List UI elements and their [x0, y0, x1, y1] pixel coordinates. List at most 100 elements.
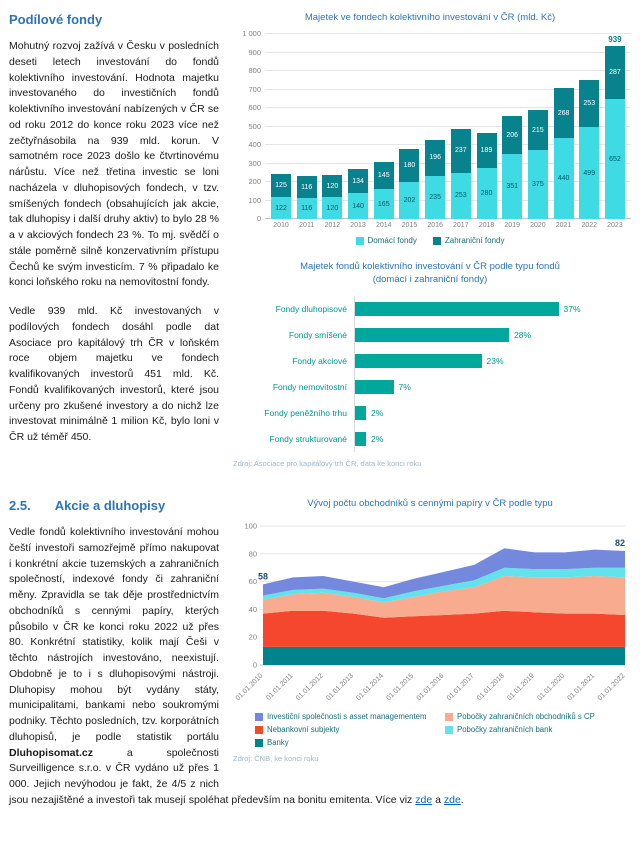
category-label: Fondy peněžního trhu: [264, 408, 347, 419]
y-axis-tick-label: 400: [248, 140, 261, 150]
section-number: 2.5.: [9, 498, 31, 514]
chart-securities-dealers: Vývoj počtu obchodníků s cennými papíry …: [229, 498, 631, 763]
x-axis-tick-label: 01.01.2016: [416, 673, 446, 703]
bar: [355, 354, 482, 369]
segment-zahranicni-fondy: 189: [476, 132, 497, 168]
category-label: Fondy strukturované: [269, 434, 347, 445]
category-label: Fondy akciové: [292, 356, 347, 367]
more-info-text: Více viz: [375, 793, 416, 806]
legend-label: Domácí fondy: [367, 236, 417, 246]
bar-track: 7%: [354, 374, 631, 401]
hbar-row: Fondy nemovitostní 7%: [229, 374, 631, 401]
x-axis-tick-label: 01.01.2013: [325, 673, 355, 703]
legend-item: Nebankovní subjekty: [255, 725, 441, 734]
gridline: [265, 199, 631, 201]
bar-2010: 125 122: [271, 173, 291, 220]
bar-2022: 253 499: [579, 80, 600, 220]
x-axis-tick-label: 2018: [478, 222, 495, 230]
legend-swatch: [445, 725, 453, 734]
x-axis-tick-label: 01.01.2015: [386, 673, 416, 703]
y-axis-tick-label: 0: [256, 214, 261, 224]
charts-column-2: Vývoj počtu obchodníků s cennými papíry …: [229, 498, 631, 779]
paragraph-text: Vedle fondů kolektivního investování moh…: [9, 526, 219, 743]
x-axis-tick-label: 01.01.2021: [567, 673, 597, 703]
segment-domaci-fondy: 280: [476, 167, 497, 220]
y-axis-tick-label: 100: [248, 195, 261, 205]
y-axis-tick-label: 1 000: [242, 29, 261, 39]
y-axis-tick-label: 500: [248, 121, 261, 131]
segment-domaci-fondy: 116: [296, 197, 317, 220]
category-label: Fondy smíšené: [288, 330, 347, 341]
segment-domaci-fondy: 499: [579, 127, 600, 220]
x-axis-tick-label: 2021: [555, 222, 572, 230]
bar: [355, 328, 509, 343]
bar-track: 28%: [354, 322, 631, 349]
x-axis-tick-label: 2023: [607, 222, 623, 230]
chart-subtitle: (domácí i zahraniční fondy): [372, 273, 488, 285]
y-axis-tick-label: 40: [249, 605, 257, 614]
bar-2015: 180 202: [399, 148, 420, 220]
section-heading: Podílové fondy: [9, 12, 103, 27]
chart-title: Majetek fondů kolektivního investování v…: [229, 261, 631, 286]
bar: [355, 432, 366, 447]
x-axis-tick-label: 01.01.2010: [235, 673, 265, 703]
hbar-row: Fondy dluhopisové 37%: [229, 296, 631, 323]
legend-swatch: [355, 236, 364, 245]
legend-item: Investiční společnosti s asset managemen…: [255, 712, 441, 721]
legend-item: Pobočky zahraničních bank: [445, 725, 631, 734]
legend-label: Zahraniční fondy: [444, 236, 505, 246]
x-axis-tick-label: 2022: [581, 222, 598, 230]
legend-item: Domácí fondy: [355, 236, 417, 246]
chart-source: Zdroj: Asociace pro kapitálový trh ČR, d…: [233, 459, 422, 469]
x-axis-tick-label: 01.01.2019: [506, 673, 536, 703]
segment-domaci-fondy: 652: [604, 98, 625, 220]
value-label: 28%: [514, 330, 532, 341]
bar-track: 23%: [354, 348, 631, 375]
segment-domaci-fondy: 235: [425, 175, 446, 220]
bar-2012: 120 120: [322, 174, 343, 220]
hbar-row: Fondy akciové 23%: [229, 348, 631, 375]
legend-label: Pobočky zahraničních obchodníků s CP: [457, 712, 595, 722]
y-axis-tick-label: 300: [248, 158, 261, 168]
y-axis-tick-label: 900: [248, 47, 261, 57]
x-axis-tick-label: 2015: [401, 222, 418, 230]
legend-swatch: [445, 712, 453, 721]
gridline: [265, 144, 631, 146]
chart-source: Zdroj: ČNB, ke konci roku: [233, 754, 319, 764]
section-title: Akcie a dluhopisy: [54, 498, 166, 514]
paragraph: Vedle 939 mld. Kč investovaných v podílo…: [9, 305, 219, 443]
segment-zahranicni-fondy: 180: [399, 148, 420, 182]
area-series: [263, 647, 625, 666]
chart-fund-assets: Majetek ve fondech kolektivního investov…: [229, 12, 631, 245]
chart-legend: Domácí fondy Zahraniční fondy: [229, 236, 631, 245]
bar-2014: 145 165: [373, 162, 394, 220]
segment-zahranicni-fondy: 215: [527, 110, 548, 150]
y-axis-tick-label: 800: [248, 66, 261, 76]
bar-2011: 116 116: [296, 176, 317, 220]
link-zde-2[interactable]: zde: [443, 793, 461, 806]
gridline: [265, 181, 631, 183]
legend-swatch: [432, 236, 441, 245]
segment-zahranicni-fondy: 134: [348, 168, 369, 194]
gridline: [265, 88, 631, 90]
bar-2021: 268 440: [553, 88, 574, 220]
paragraph: Mohutný rozvoj zažívá v Česku v poslední…: [9, 40, 219, 289]
y-axis-tick-label: 60: [249, 577, 257, 586]
segment-zahranicni-fondy: 206: [502, 116, 523, 155]
segment-zahranicni-fondy: 125: [271, 173, 291, 197]
segment-zahranicni-fondy: 196: [425, 139, 446, 176]
bar: [355, 302, 559, 317]
value-label: 37%: [563, 304, 581, 315]
bar-2016: 196 235: [425, 139, 446, 220]
value-label: 23%: [486, 356, 504, 367]
legend-swatch: [255, 738, 263, 747]
x-axis-labels: 2010 2011 2012 2013 2014 2015 2016 2017 2018 2019…: [265, 222, 631, 229]
x-axis-tick-label: 2013: [350, 222, 366, 230]
segment-domaci-fondy: 375: [527, 149, 548, 220]
x-axis-tick-label: 2014: [375, 222, 392, 230]
chart-fund-types: Majetek fondů kolektivního investování v…: [229, 261, 631, 468]
chart-title: Majetek ve fondech kolektivního investov…: [304, 12, 556, 23]
legend-swatch: [255, 712, 263, 721]
bar-track: 2%: [354, 426, 631, 453]
link-zde-1[interactable]: zde: [415, 793, 433, 806]
